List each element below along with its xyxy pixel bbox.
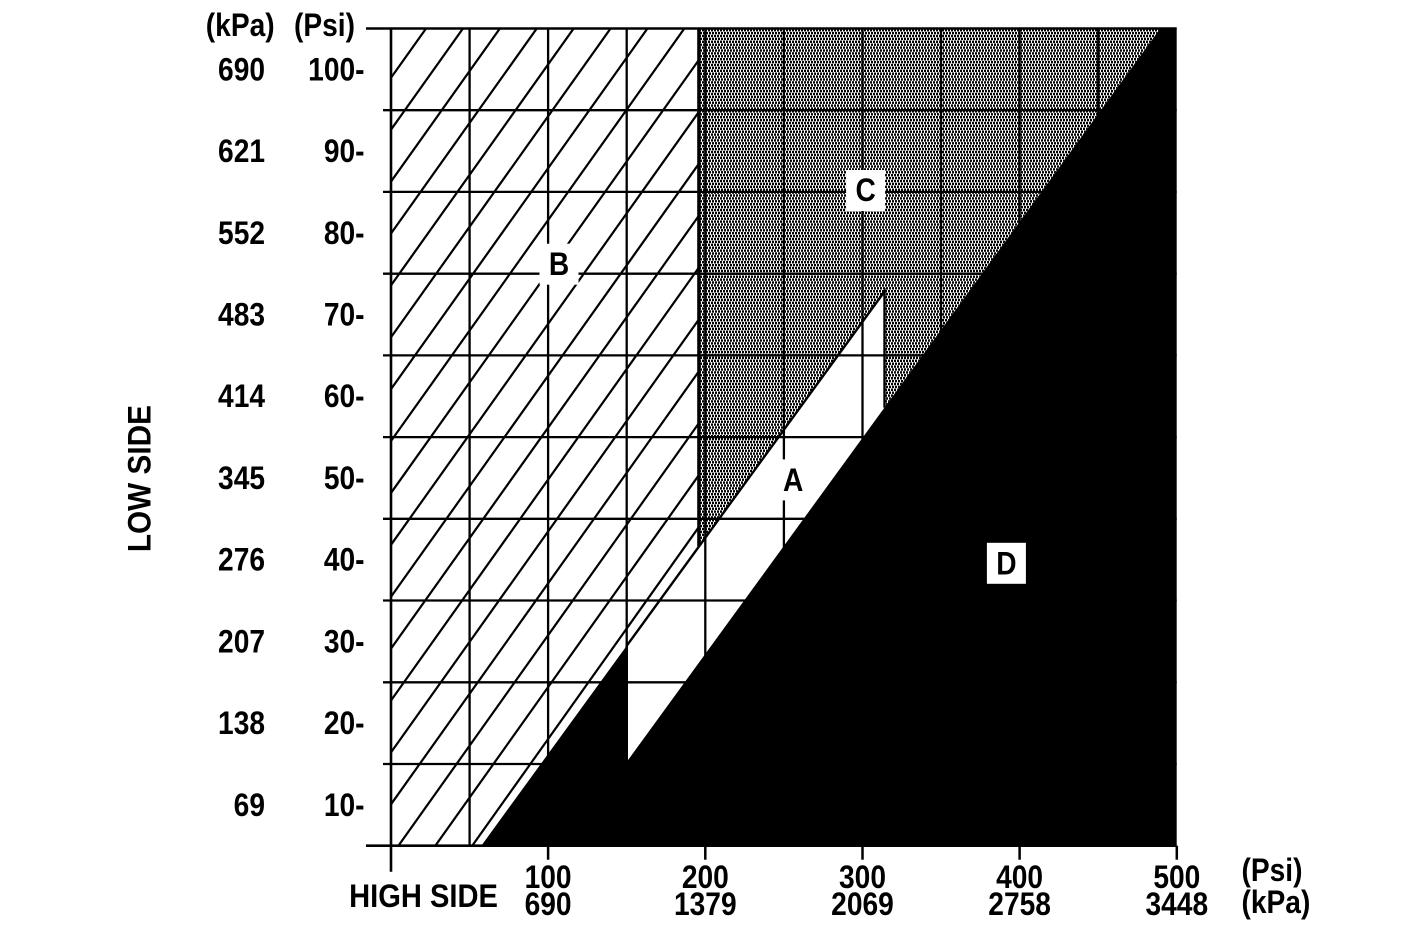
svg-text:70-: 70- bbox=[324, 298, 365, 333]
svg-text:90-: 90- bbox=[324, 134, 365, 169]
svg-text:2069: 2069 bbox=[831, 887, 894, 922]
svg-text:400: 400 bbox=[996, 860, 1043, 895]
svg-text:C: C bbox=[855, 173, 875, 208]
svg-text:1379: 1379 bbox=[674, 887, 737, 922]
svg-text:100: 100 bbox=[525, 860, 572, 895]
svg-text:200: 200 bbox=[682, 860, 729, 895]
svg-text:80-: 80- bbox=[324, 216, 365, 251]
svg-text:A: A bbox=[783, 463, 803, 498]
svg-text:50-: 50- bbox=[324, 461, 365, 496]
svg-text:552: 552 bbox=[218, 216, 265, 251]
svg-text:500: 500 bbox=[1153, 860, 1200, 895]
svg-text:B: B bbox=[549, 248, 569, 283]
svg-text:483: 483 bbox=[218, 298, 265, 333]
svg-text:20-: 20- bbox=[324, 706, 365, 741]
svg-text:345: 345 bbox=[218, 461, 265, 496]
svg-text:D: D bbox=[996, 547, 1016, 582]
svg-text:69: 69 bbox=[234, 788, 265, 823]
svg-text:621: 621 bbox=[218, 134, 265, 169]
svg-text:207: 207 bbox=[218, 625, 265, 660]
svg-text:(kPa): (kPa) bbox=[206, 8, 275, 43]
svg-text:690: 690 bbox=[218, 53, 265, 88]
svg-text:30-: 30- bbox=[324, 625, 365, 660]
svg-text:(Psi): (Psi) bbox=[1242, 853, 1303, 888]
svg-text:10-: 10- bbox=[324, 788, 365, 823]
svg-text:(Psi): (Psi) bbox=[294, 8, 355, 43]
svg-text:HIGH SIDE: HIGH SIDE bbox=[349, 879, 498, 915]
svg-text:40-: 40- bbox=[324, 543, 365, 578]
svg-text:2758: 2758 bbox=[988, 887, 1051, 922]
svg-text:3448: 3448 bbox=[1145, 887, 1208, 922]
svg-text:(kPa): (kPa) bbox=[1242, 885, 1311, 920]
svg-text:690: 690 bbox=[525, 887, 572, 922]
svg-text:100-: 100- bbox=[308, 53, 364, 88]
svg-text:276: 276 bbox=[218, 543, 265, 578]
svg-text:LOW SIDE: LOW SIDE bbox=[122, 405, 158, 552]
svg-text:300: 300 bbox=[839, 860, 886, 895]
svg-text:60-: 60- bbox=[324, 380, 365, 415]
svg-text:414: 414 bbox=[218, 380, 265, 415]
svg-text:138: 138 bbox=[218, 706, 265, 741]
